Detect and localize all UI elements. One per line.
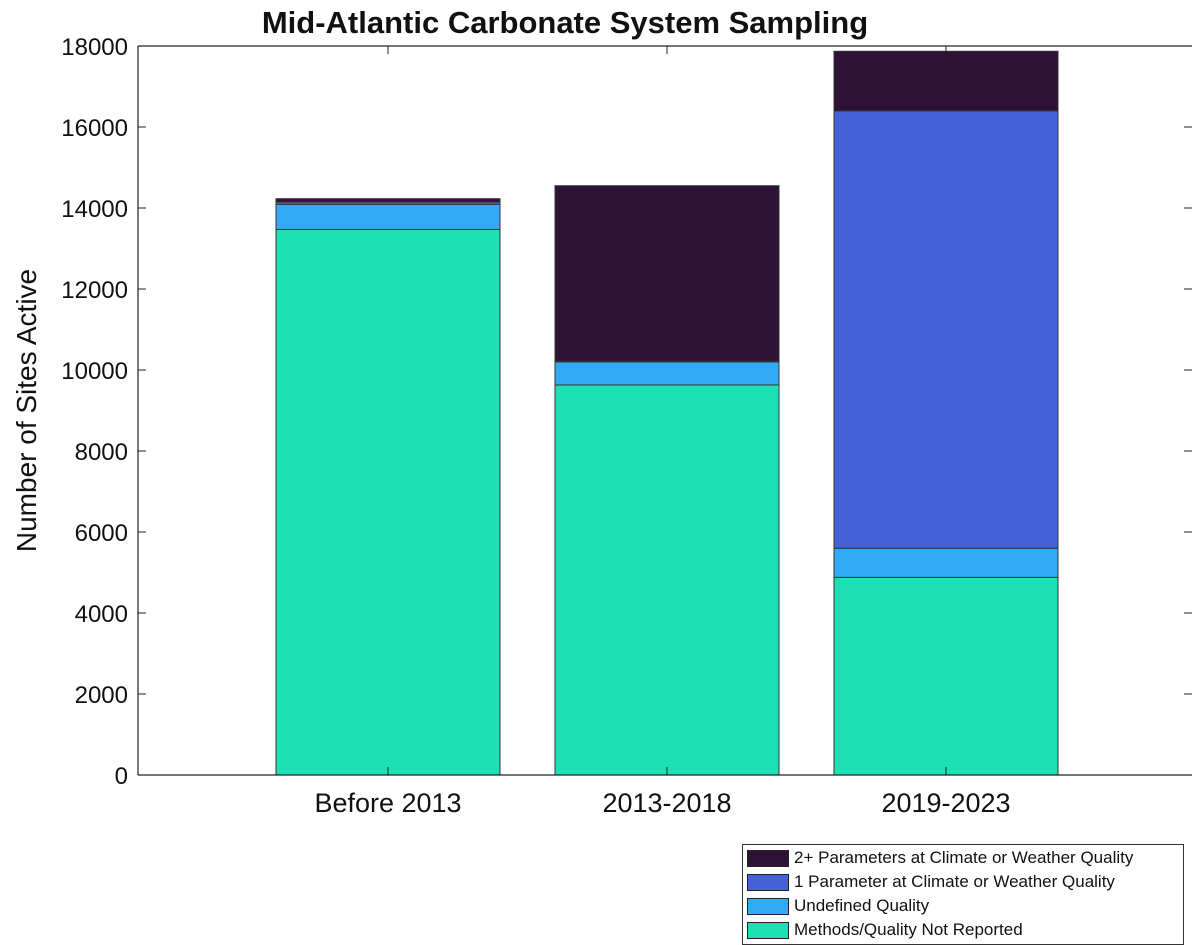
bar-segment <box>275 198 501 203</box>
legend-label: Undefined Quality <box>794 896 930 915</box>
y-tick-label: 6000 <box>75 520 128 547</box>
legend-item: 2+ Parameters at Climate or Weather Qual… <box>747 846 1179 870</box>
bar-segment <box>554 361 780 386</box>
y-tick-label: 4000 <box>75 601 128 628</box>
legend-swatch <box>747 921 789 939</box>
y-tick-label: 2000 <box>75 682 128 709</box>
chart-title: Mid-Atlantic Carbonate System Sampling <box>262 5 868 40</box>
bar-segment <box>554 185 780 362</box>
legend-label: Methods/Quality Not Reported <box>794 920 1023 939</box>
legend: 2+ Parameters at Climate or Weather Qual… <box>742 844 1184 945</box>
legend-label: 1 Parameter at Climate or Weather Qualit… <box>794 872 1115 891</box>
bar-segment <box>833 50 1059 112</box>
y-tick-label: 8000 <box>75 439 128 466</box>
bar-segment <box>275 203 501 230</box>
bar-segment <box>833 547 1059 578</box>
legend-label: 2+ Parameters at Climate or Weather Qual… <box>794 848 1134 867</box>
legend-item: 1 Parameter at Climate or Weather Qualit… <box>747 870 1179 894</box>
legend-swatch <box>747 873 789 891</box>
y-ticks: 0 2000 4000 6000 8000 10000 12000 14000 16000 180… <box>61 34 1192 790</box>
x-tick-label: 2019-2023 <box>881 788 1010 818</box>
bar-segment <box>833 576 1059 776</box>
axes-layer <box>137 45 1192 776</box>
y-tick-label: 0 <box>115 763 128 790</box>
legend-item: Undefined Quality <box>747 894 1179 918</box>
y-tick-label: 10000 <box>61 358 128 385</box>
bar-segment <box>275 228 501 776</box>
y-axis-label: Number of Sites Active <box>11 269 42 552</box>
legend-swatch <box>747 897 789 915</box>
y-tick-label: 18000 <box>61 34 128 61</box>
legend-swatch <box>747 849 789 867</box>
bar-segment <box>833 110 1059 549</box>
bars-layer <box>275 50 1059 776</box>
bar-segment <box>554 384 780 776</box>
x-tick-label: 2013-2018 <box>602 788 731 818</box>
x-tick-label: Before 2013 <box>314 788 461 818</box>
y-tick-label: 12000 <box>61 277 128 304</box>
y-tick-label: 16000 <box>61 115 128 142</box>
y-tick-label: 14000 <box>61 196 128 223</box>
legend-item: Methods/Quality Not Reported <box>747 918 1179 942</box>
x-tick-labels: Before 2013 2013-2018 2019-2023 <box>314 46 1011 818</box>
